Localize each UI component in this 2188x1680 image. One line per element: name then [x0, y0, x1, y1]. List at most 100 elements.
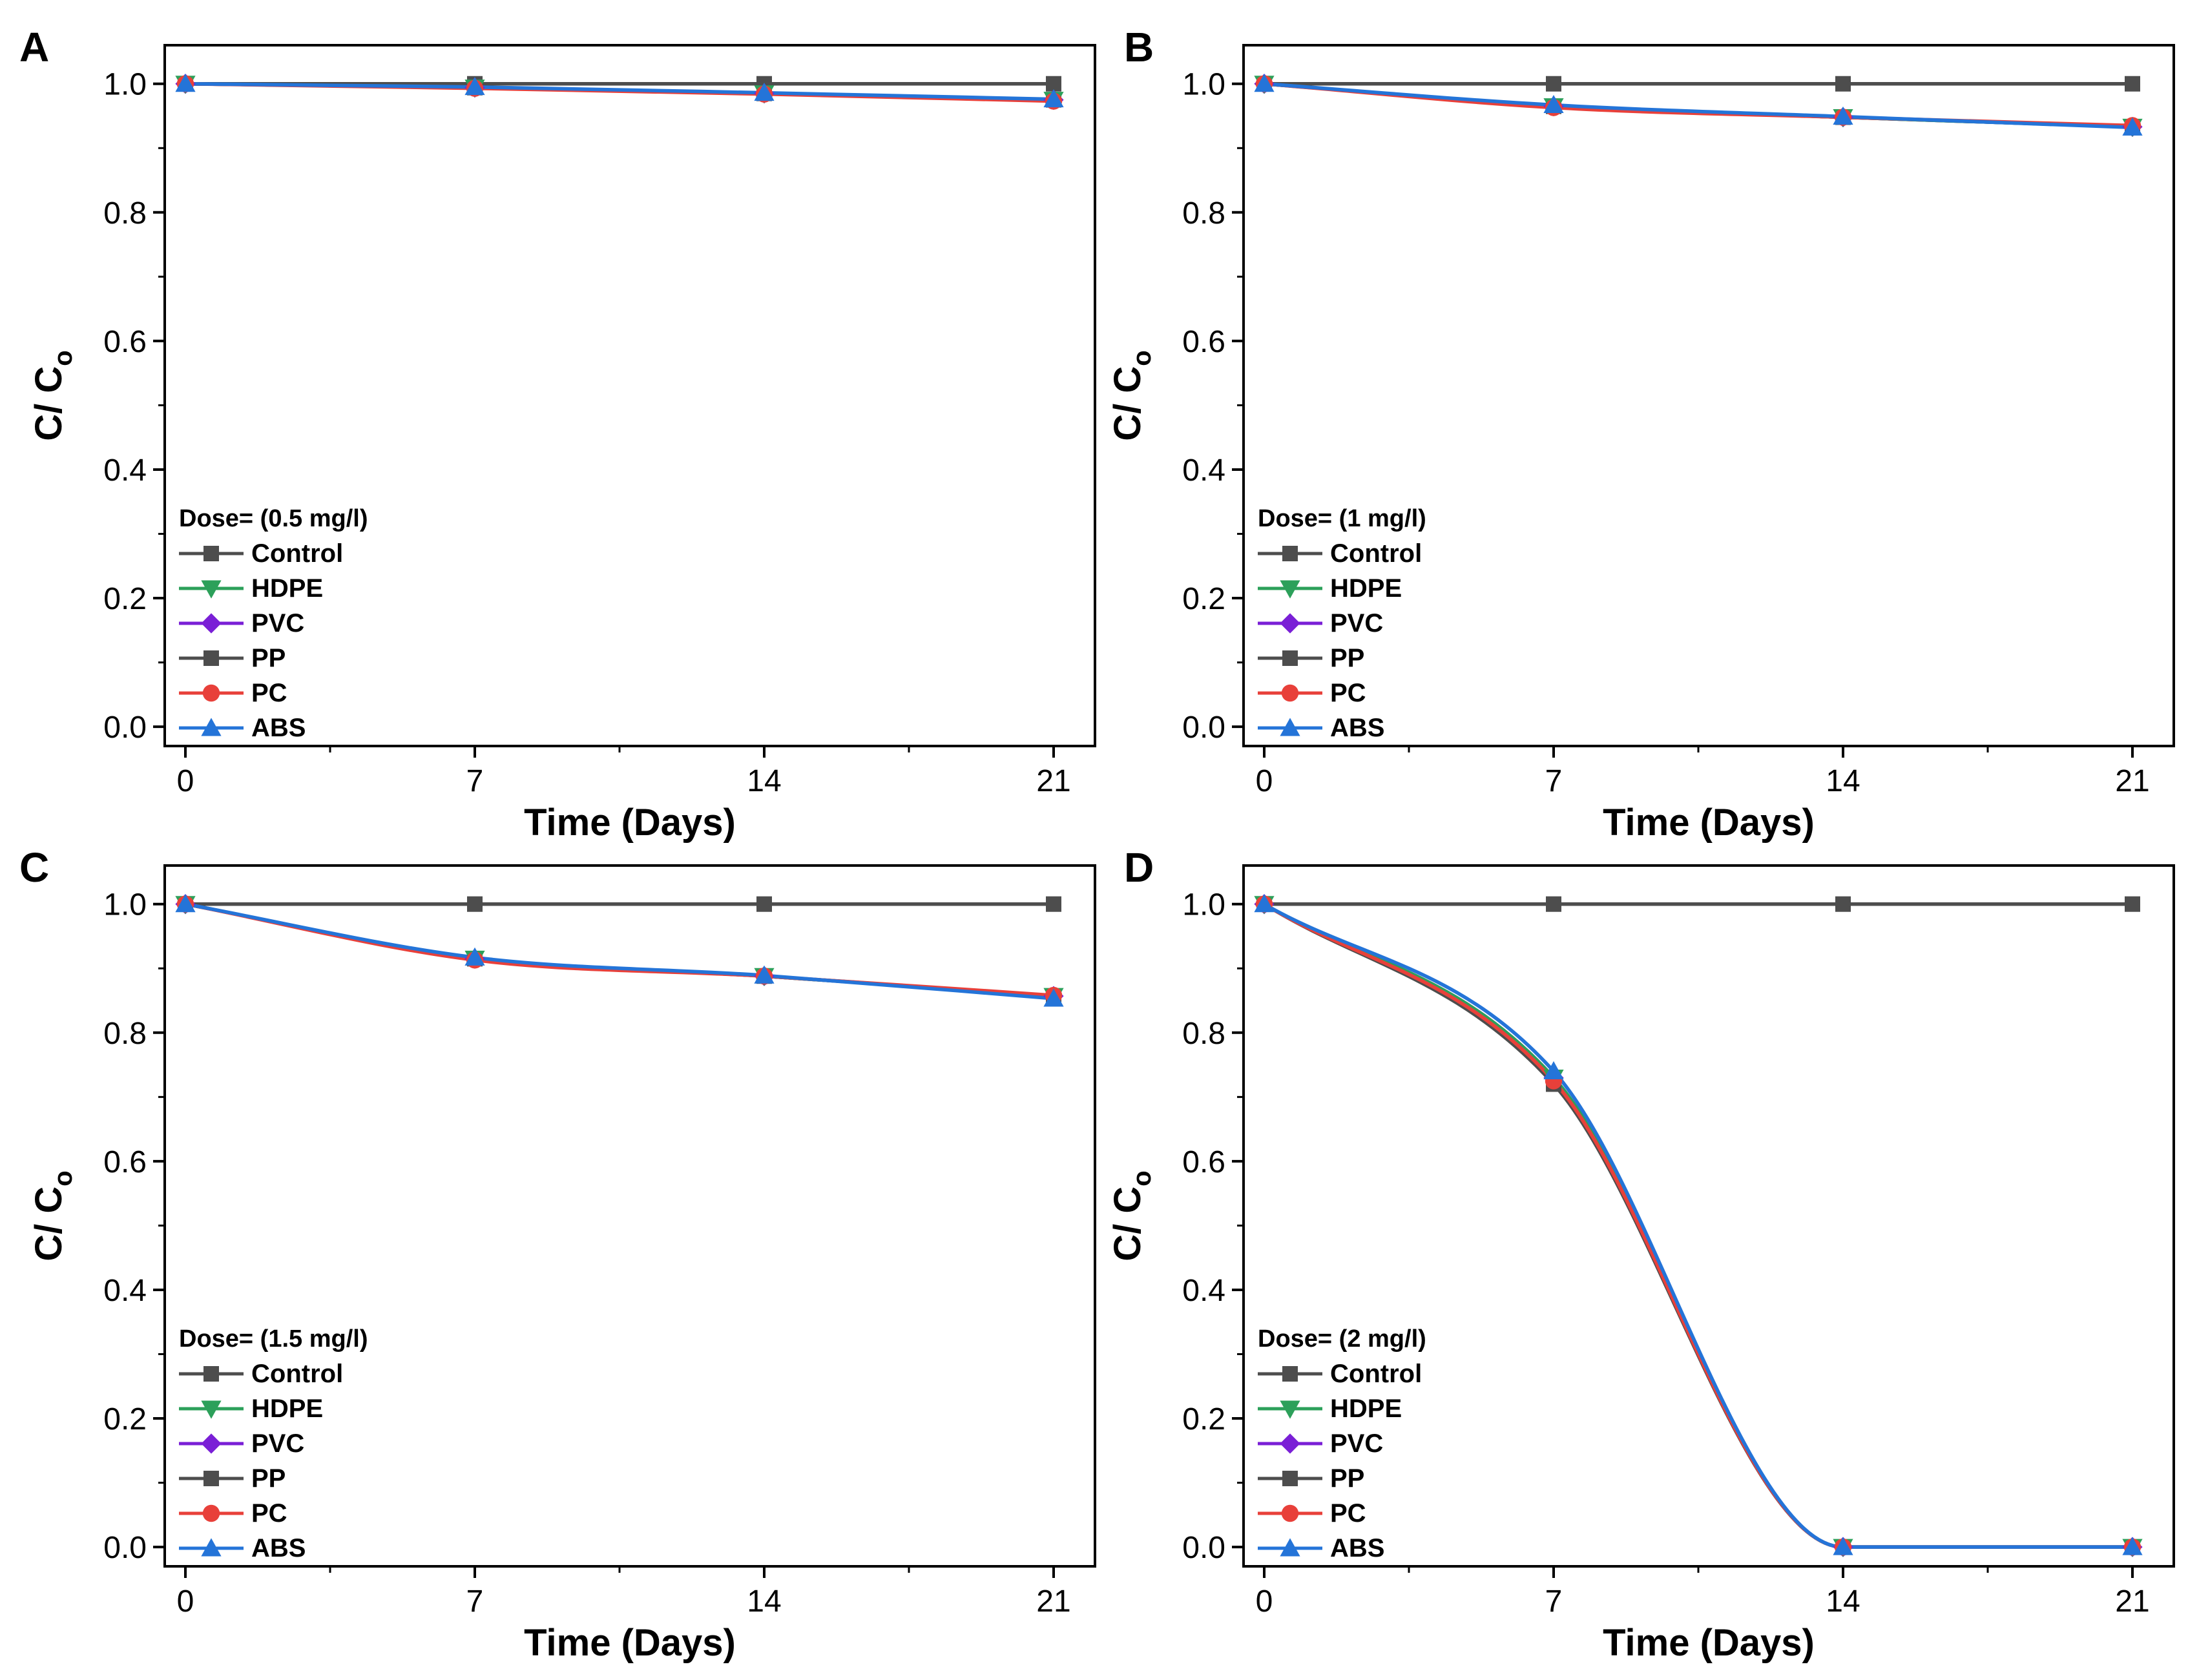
- y-tick-label: 0.0: [103, 1531, 147, 1565]
- legend-label-control: Control: [1330, 539, 1422, 568]
- data-point-abs: [1833, 106, 1853, 125]
- plot-frame: [163, 44, 1096, 747]
- y-axis-title-main: C/ C: [1107, 366, 1149, 441]
- data-point-abs: [464, 947, 485, 966]
- legend-label-hdpe: HDPE: [1330, 1395, 1402, 1423]
- y-tick-label: 1.0: [103, 68, 147, 102]
- legend-marker-pc: [1281, 1504, 1299, 1522]
- y-axis-title: C/ Co: [1107, 350, 1156, 441]
- legend-marker-pp: [203, 650, 219, 666]
- x-axis-title: Time (Days): [524, 802, 736, 844]
- series-group: [175, 894, 1064, 1007]
- y-tick-label: 1.0: [1182, 888, 1225, 922]
- legend-title: Dose= (1 mg/l): [1258, 505, 1426, 532]
- data-point-abs: [2122, 117, 2143, 136]
- series-line-hdpe: [183, 902, 1056, 998]
- legend-marker-pc: [1281, 684, 1299, 702]
- legend-marker-abs: [201, 718, 222, 736]
- legend-marker-pvc: [201, 1433, 222, 1454]
- x-axis-title: Time (Days): [524, 1622, 736, 1664]
- panel-label: C: [19, 844, 49, 891]
- data-point-control: [467, 896, 483, 912]
- y-tick-label: 0.2: [103, 1402, 147, 1436]
- y-tick-label: 0.0: [1182, 710, 1225, 745]
- legend-label-hdpe: HDPE: [251, 574, 323, 603]
- x-tick-label: 0: [177, 764, 194, 798]
- chart-panel-b: B 0 7 14 21 0.0 0.2 0.4 0.6 0.8 1.0 Time (Days) C/ C…: [1107, 24, 2175, 844]
- legend-marker-hdpe: [1280, 580, 1300, 599]
- data-point-control: [1835, 896, 1851, 912]
- y-tick-label: 0.6: [1182, 325, 1225, 359]
- legend-marker-pvc: [1280, 613, 1300, 634]
- series-group: [1254, 894, 2143, 1557]
- series-line-pvc: [1262, 902, 2134, 1549]
- data-point-abs: [754, 83, 775, 101]
- y-axis-title: C/ Co: [28, 1170, 78, 1261]
- data-point-control: [1546, 76, 1561, 92]
- y-tick-label: 0.6: [103, 325, 147, 359]
- legend-label-control: Control: [251, 1360, 343, 1388]
- data-point-control: [2125, 76, 2140, 92]
- chart-panel-a: A 0 7 14 21 0.0 0.2 0.4 0.6 0.8 1.0 Time (Days) C/ C…: [19, 24, 1096, 844]
- data-point-abs: [1043, 89, 1064, 108]
- legend-label-pc: PC: [1330, 1499, 1366, 1528]
- series-line-pp: [183, 902, 1056, 998]
- legend-marker-pp: [1282, 650, 1298, 666]
- legend-marker-hdpe: [1280, 1400, 1300, 1419]
- legend-label-pvc: PVC: [1330, 1429, 1383, 1458]
- plot-frame: [1242, 864, 2175, 1568]
- data-point-abs: [1043, 988, 1064, 1007]
- y-tick-label: 0.0: [103, 710, 147, 745]
- x-tick-label: 21: [2115, 1584, 2149, 1619]
- legend-title: Dose= (0.5 mg/l): [179, 505, 368, 532]
- y-tick-label: 0.6: [1182, 1145, 1225, 1179]
- legend-label-pvc: PVC: [1330, 609, 1383, 638]
- series-line-abs: [1262, 902, 2134, 1549]
- legend-marker-abs: [201, 1538, 222, 1557]
- legend: Dose= (0.5 mg/l) Control HDPE PVC PP PC ABS: [179, 505, 368, 742]
- x-tick-label: 14: [747, 764, 781, 798]
- legend: Dose= (1.5 mg/l) Control HDPE PVC PP PC ABS: [179, 1325, 368, 1562]
- series-group: [175, 74, 1064, 110]
- data-point-abs: [2122, 1537, 2143, 1555]
- x-axis-title: Time (Days): [1603, 802, 1815, 844]
- plot-frame: [1242, 44, 2175, 747]
- legend-label-pp: PP: [251, 1464, 286, 1493]
- y-axis-title: C/ Co: [28, 350, 78, 441]
- x-tick-label: 7: [1545, 1584, 1563, 1619]
- panel-label: A: [19, 24, 49, 70]
- legend-label-pc: PC: [251, 1499, 287, 1528]
- data-point-abs: [1254, 894, 1275, 913]
- legend-label-control: Control: [1330, 1360, 1422, 1388]
- legend-marker-control: [203, 546, 219, 561]
- y-tick-label: 1.0: [1182, 68, 1225, 102]
- legend-marker-pc: [202, 1504, 220, 1522]
- legend-label-pc: PC: [251, 679, 287, 707]
- panel-label: B: [1124, 24, 1154, 70]
- x-tick-label: 14: [1826, 764, 1860, 798]
- x-axis-title: Time (Days): [1603, 1622, 1815, 1664]
- legend-label-abs: ABS: [1330, 714, 1384, 742]
- legend-marker-control: [203, 1366, 219, 1382]
- legend-marker-abs: [1280, 1538, 1300, 1557]
- y-axis-title: C/ Co: [1107, 1170, 1156, 1261]
- y-tick-label: 0.4: [1182, 453, 1225, 488]
- legend-marker-control: [1282, 1366, 1298, 1382]
- y-axis-title-main: C/ C: [28, 1187, 70, 1261]
- y-tick-label: 0.4: [1182, 1274, 1225, 1308]
- y-axis-title-subscript: o: [1128, 1170, 1156, 1186]
- y-tick-label: 0.2: [1182, 582, 1225, 616]
- chart-panel-d: D 0 7 14 21 0.0 0.2 0.4 0.6 0.8 1.0 Time (Days) C/ C…: [1107, 844, 2175, 1664]
- data-point-abs: [1254, 74, 1275, 92]
- legend-label-pvc: PVC: [251, 1429, 304, 1458]
- data-point-control: [1046, 76, 1061, 92]
- legend-title: Dose= (1.5 mg/l): [179, 1325, 368, 1353]
- data-point-abs: [754, 965, 775, 984]
- y-tick-label: 0.4: [103, 453, 147, 488]
- series-line-abs: [183, 81, 1056, 101]
- series-group: [1254, 74, 2143, 138]
- x-tick-label: 21: [1036, 1584, 1070, 1619]
- x-tick-label: 7: [466, 1584, 484, 1619]
- y-tick-label: 0.8: [1182, 196, 1225, 231]
